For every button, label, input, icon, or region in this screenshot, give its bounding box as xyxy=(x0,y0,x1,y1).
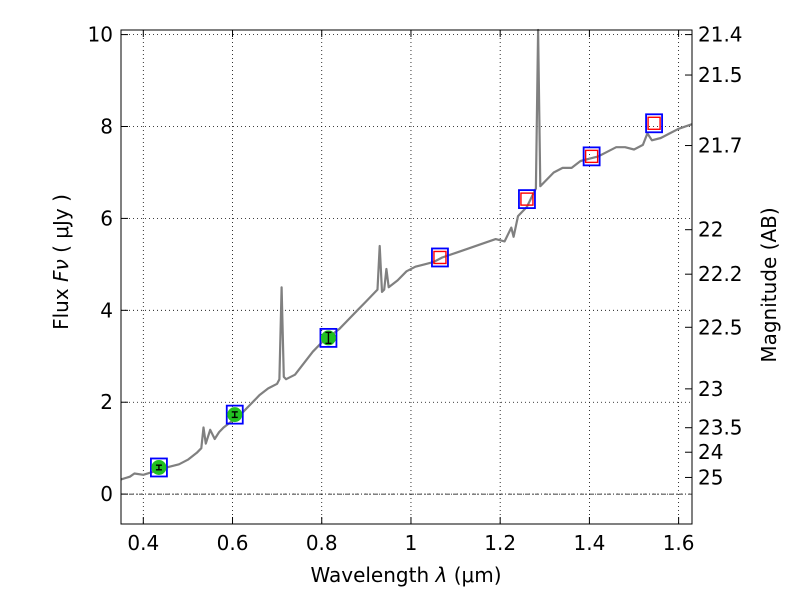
x-tick-label: 1.2 xyxy=(484,531,516,555)
y-tick-label: 4 xyxy=(100,298,113,322)
y-tick-label: 6 xyxy=(100,206,113,230)
right-tick-label: 21.5 xyxy=(698,63,743,87)
y-axis-symbol: Fν xyxy=(49,259,73,282)
x-tick-label: 0.6 xyxy=(217,531,249,555)
right-axis-title: Magnitude (AB) xyxy=(757,207,781,362)
right-tick-label: 21.7 xyxy=(698,134,743,158)
predicted-photometry-box xyxy=(584,149,599,164)
x-tick-label: 1.4 xyxy=(573,531,605,555)
predicted-photometry-box xyxy=(520,192,534,206)
x-tick-label: 0.4 xyxy=(127,531,159,555)
x-tick-label: 1 xyxy=(405,531,418,555)
x-axis-symbol: λ xyxy=(435,563,448,587)
right-tick-label: 22.5 xyxy=(698,315,743,339)
right-tick-label: 24 xyxy=(698,440,723,464)
model-photometry-box xyxy=(518,189,536,210)
y-axis-title-text: Flux xyxy=(49,288,73,330)
y-axis-title: Flux Fν ( μJy ) xyxy=(49,194,73,330)
photometry-markers xyxy=(150,113,663,478)
x-axis-unit: (μm) xyxy=(454,563,502,587)
model-photometry-box xyxy=(150,457,168,478)
y-tick-label: 2 xyxy=(100,390,113,414)
right-tick-label: 23.5 xyxy=(698,416,743,440)
x-axis-title-text: Wavelength xyxy=(310,563,429,587)
model-photometry-box xyxy=(225,404,244,425)
y-axis-unit: ( μJy ) xyxy=(49,194,73,253)
right-tick-label: 22 xyxy=(698,218,723,242)
predicted-photometry-box xyxy=(647,116,661,130)
model-photometry-box xyxy=(582,146,601,167)
x-axis-title: Wavelength λ (μm) xyxy=(310,563,501,587)
spectrum-line xyxy=(120,28,693,481)
model-photometry-box xyxy=(319,327,338,348)
x-tick-label: 0.8 xyxy=(306,531,338,555)
ticks xyxy=(121,30,692,524)
right-tick-label: 25 xyxy=(698,465,723,489)
model-photometry-box xyxy=(431,247,449,268)
plot-frame xyxy=(120,29,693,525)
right-tick-label: 21.4 xyxy=(698,23,743,47)
right-tick-label: 23 xyxy=(698,377,723,401)
right-tick-label: 22.2 xyxy=(698,262,743,286)
y-tick-label: 0 xyxy=(100,482,113,506)
y-tick-label: 8 xyxy=(100,115,113,139)
y-tick-label: 10 xyxy=(88,23,113,47)
model-photometry-box xyxy=(645,113,663,134)
predicted-photometry-box xyxy=(433,250,447,265)
x-tick-label: 1.6 xyxy=(663,531,695,555)
